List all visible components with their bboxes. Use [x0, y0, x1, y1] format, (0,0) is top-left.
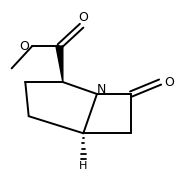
Text: O: O — [164, 76, 174, 89]
Text: N: N — [97, 83, 106, 96]
Text: O: O — [20, 40, 29, 53]
Polygon shape — [56, 46, 63, 82]
Text: O: O — [78, 11, 88, 24]
Text: H: H — [79, 161, 88, 171]
